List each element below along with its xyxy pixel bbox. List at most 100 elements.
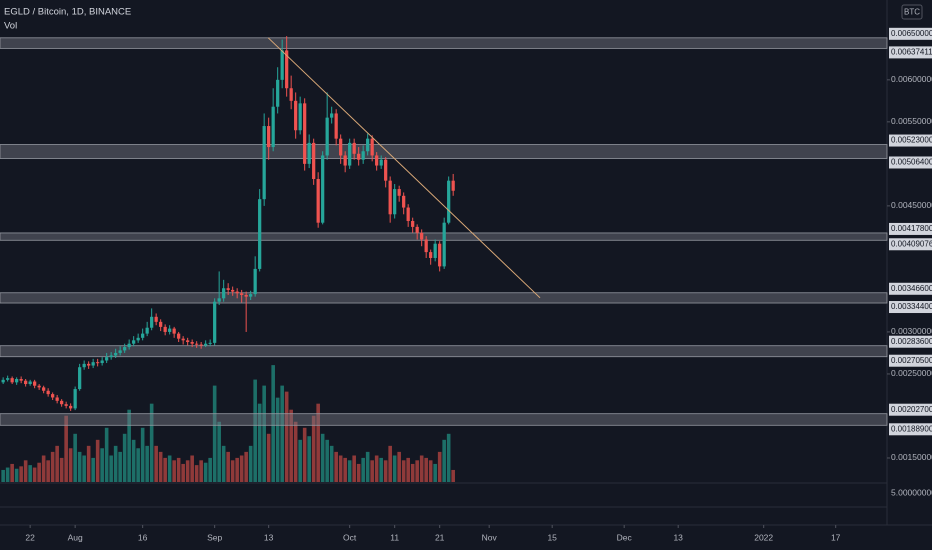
candle-body (181, 338, 185, 341)
candle-body (91, 362, 95, 366)
volume-bar (41, 455, 46, 482)
candle-body (60, 400, 64, 405)
volume-bar (343, 457, 347, 482)
volume-bar (334, 451, 338, 482)
volume-bar (73, 433, 77, 482)
volume-bar (113, 445, 118, 482)
volume-bar (419, 455, 424, 482)
candle-body (100, 360, 104, 364)
trendline (267, 37, 541, 299)
volume-bar (136, 448, 140, 482)
volume-bar (379, 457, 383, 482)
volume-bar (284, 391, 289, 482)
candle-body (424, 239, 428, 253)
candle-body (370, 138, 374, 156)
candle-body (316, 178, 320, 223)
candle-body (280, 50, 284, 80)
volume-bar (347, 460, 352, 482)
volume-bar (154, 445, 158, 482)
volume-bar (392, 455, 397, 482)
volume-bar (253, 379, 257, 482)
volume-bar (167, 455, 172, 482)
volume-bar (181, 463, 185, 482)
candle-body (307, 142, 311, 164)
candle-body (420, 232, 424, 240)
x-tick-label: Oct (343, 532, 357, 542)
candle-body (64, 404, 68, 406)
candle-body (109, 355, 113, 358)
volume-bar (230, 460, 235, 482)
volume-bar (262, 385, 266, 482)
volume-bar (208, 457, 212, 482)
volume-bar (91, 457, 95, 482)
candle-body (352, 142, 356, 154)
x-tick-label: 22 (25, 532, 35, 542)
volume-bar (50, 451, 55, 482)
candle-body (402, 195, 406, 208)
level-label-box (889, 282, 932, 295)
level-label: 0.00637411 (891, 48, 932, 57)
candle-body (123, 347, 127, 351)
y-tick-label: 0.00600000 (891, 74, 932, 84)
volume-bar (365, 451, 370, 482)
level-label: 0.00650000 (891, 29, 932, 38)
candle-body (19, 378, 23, 381)
candle-body (6, 378, 10, 380)
candle-body (33, 381, 37, 386)
candle-body (451, 180, 455, 191)
volume-bar (55, 445, 59, 482)
volume-bar (145, 445, 149, 482)
x-tick-label: 13 (264, 532, 274, 542)
volume-bar (383, 460, 388, 482)
volume-bar (77, 451, 82, 482)
candle-body (177, 333, 181, 339)
candle-body (312, 142, 316, 179)
currency-button-frame[interactable] (901, 4, 923, 20)
candle-body (73, 389, 77, 409)
volume-bar (68, 448, 73, 482)
volume-bar (442, 439, 446, 482)
candle-body (163, 326, 167, 332)
volume-bar (325, 439, 329, 482)
volume-bar (428, 460, 433, 482)
candle-body (438, 243, 442, 267)
candle-body (334, 113, 338, 139)
volume-bar (307, 436, 311, 482)
volume-bar (82, 455, 86, 482)
candle-body (136, 337, 140, 341)
volume-bar (127, 409, 131, 482)
volume-bar (397, 451, 401, 482)
volume-bar (446, 433, 451, 482)
candle-body (199, 344, 203, 346)
x-tick-label: Dec (617, 532, 633, 542)
candle-body (366, 138, 370, 152)
candle-body (397, 189, 401, 196)
level-band (0, 144, 888, 159)
x-tick-label: 15 (547, 532, 557, 542)
x-tick-label: 16 (138, 532, 148, 542)
level-label-box (889, 301, 932, 314)
volume-bar (10, 463, 14, 482)
candle-body (298, 103, 302, 131)
currency-button[interactable]: BTC (904, 8, 920, 17)
candle-body (87, 363, 91, 366)
volume-bar (271, 365, 275, 482)
level-band (0, 37, 888, 49)
volume-bar (194, 465, 199, 482)
volume-bar (176, 457, 181, 482)
candle-body (51, 394, 55, 398)
level-label: 0.00188900 (891, 424, 932, 433)
candle-body (37, 385, 41, 388)
level-band (0, 345, 888, 358)
volume-bar (289, 409, 293, 482)
volume-bar (415, 460, 419, 482)
volume-bar (433, 463, 437, 482)
volume-bar (5, 467, 10, 482)
level-label-box (889, 222, 932, 235)
candle-body (28, 381, 32, 385)
candle-body (1, 379, 5, 383)
volume-bar (23, 460, 28, 482)
volume-bar (122, 433, 127, 482)
volume-bar (316, 403, 320, 482)
volume-bar (329, 445, 334, 482)
